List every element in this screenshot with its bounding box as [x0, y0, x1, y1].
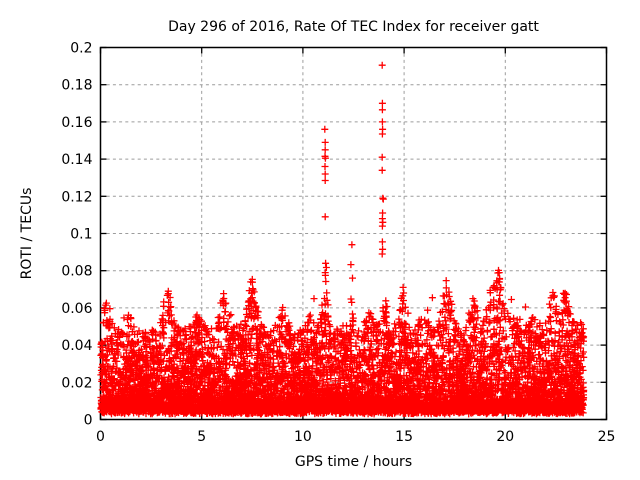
y-tick-label: 0.08 [61, 264, 92, 280]
y-axis-label: ROTI / TECUs [19, 188, 35, 280]
scatter-band-markers [97, 266, 588, 418]
x-tick-label: 15 [395, 429, 413, 445]
y-tick-label: 0.02 [61, 375, 92, 391]
x-tick-label: 0 [96, 429, 105, 445]
y-tick-label: 0.12 [61, 189, 92, 205]
data-points [97, 61, 588, 418]
plot-border [99, 46, 608, 421]
chart-title: Day 296 of 2016, Rate Of TEC Index for r… [168, 19, 539, 35]
x-tick-label: 25 [598, 429, 616, 445]
plot-border-rect [99, 46, 608, 421]
y-tick-label: 0.16 [61, 115, 92, 131]
x-tick-label: 5 [197, 429, 206, 445]
x-tick-label: 20 [496, 429, 514, 445]
y-tick-label: 0.14 [61, 152, 92, 168]
y-tick-label: 0.1 [70, 227, 92, 243]
y-tick-label: 0.18 [61, 78, 92, 94]
y-tick-label: 0.06 [61, 301, 92, 317]
scatter-outlier-markers [102, 61, 569, 311]
y-tick-label: 0.04 [61, 338, 92, 354]
x-axis-label: GPS time / hours [295, 454, 412, 470]
axis-text: Day 296 of 2016, Rate Of TEC Index for r… [19, 19, 615, 470]
x-tick-label: 10 [294, 429, 312, 445]
y-tick-label: 0 [84, 413, 93, 429]
y-tick-label: 0.2 [70, 41, 92, 57]
